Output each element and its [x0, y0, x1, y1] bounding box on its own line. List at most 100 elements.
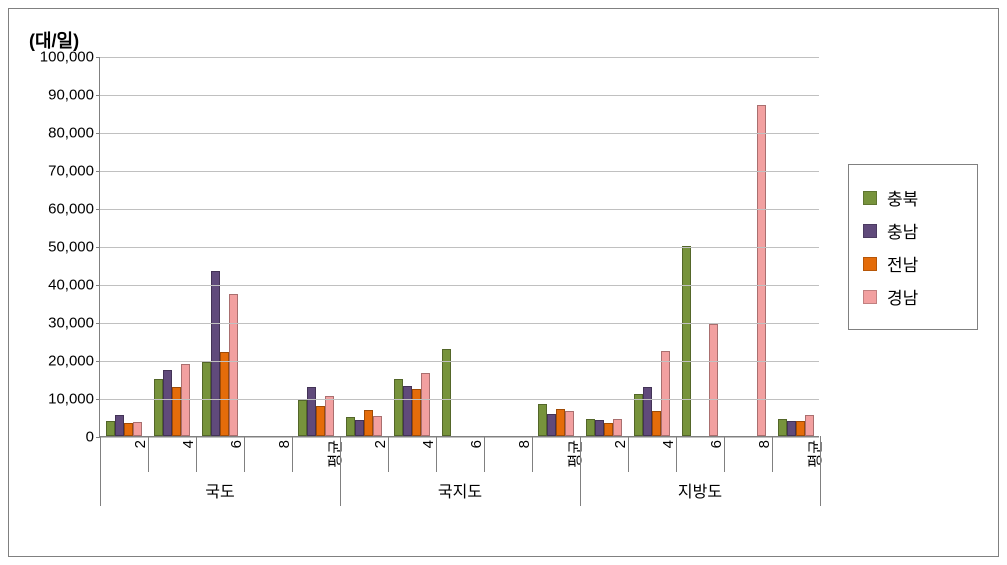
x-category-label: 4	[420, 440, 437, 448]
x-category-label: 8	[756, 440, 773, 448]
plot-area: 010,00020,00030,00040,00050,00060,00070,…	[99, 57, 819, 437]
bar	[154, 379, 163, 436]
bar	[556, 409, 565, 436]
y-tick-label: 90,000	[48, 87, 94, 104]
y-tick-label: 50,000	[48, 239, 94, 256]
bar	[634, 394, 643, 436]
bar	[346, 417, 355, 436]
gridline	[100, 437, 819, 438]
gridline	[100, 171, 819, 172]
bar	[421, 373, 430, 436]
bar	[787, 421, 796, 436]
bar	[652, 411, 661, 436]
x-category-label: 평균	[564, 440, 585, 468]
y-tick-label: 60,000	[48, 201, 94, 218]
y-tick-label: 30,000	[48, 315, 94, 332]
y-tick-label: 70,000	[48, 163, 94, 180]
x-group-label: 국지도	[438, 478, 482, 502]
x-category-label: 8	[516, 440, 533, 448]
x-group-label: 지방도	[678, 478, 722, 502]
legend-item: 충남	[863, 218, 963, 243]
gridline	[100, 399, 819, 400]
x-category-label: 2	[372, 440, 389, 448]
bar	[538, 404, 547, 436]
x-category-label: 2	[132, 440, 149, 448]
bar	[298, 400, 307, 436]
bar	[661, 351, 670, 437]
bar	[565, 411, 574, 436]
gridline	[100, 95, 819, 96]
legend-swatch	[863, 290, 877, 304]
legend-item: 전남	[863, 251, 963, 276]
x-category-label: 4	[180, 440, 197, 448]
bar	[133, 422, 142, 436]
bar	[373, 416, 382, 436]
bar	[115, 415, 124, 436]
bar	[595, 420, 604, 436]
legend-item: 경남	[863, 284, 963, 309]
y-tick-mark	[96, 285, 100, 286]
bar	[778, 419, 787, 436]
x-category-label: 6	[708, 440, 725, 448]
x-category-label: 평균	[324, 440, 345, 468]
legend-swatch	[863, 224, 877, 238]
y-tick-label: 80,000	[48, 125, 94, 142]
y-tick-mark	[96, 361, 100, 362]
legend-label: 전남	[887, 251, 918, 276]
legend-label: 충북	[887, 185, 918, 210]
x-category-label: 4	[660, 440, 677, 448]
bar	[229, 294, 238, 437]
bar	[643, 387, 652, 436]
bar	[307, 387, 316, 436]
bar	[709, 324, 718, 436]
bar	[172, 387, 181, 436]
legend-label: 경남	[887, 284, 918, 309]
group-divider	[580, 436, 581, 506]
legend-item: 충북	[863, 185, 963, 210]
gridline	[100, 323, 819, 324]
y-tick-mark	[96, 171, 100, 172]
bar	[547, 414, 556, 436]
bar	[124, 423, 133, 436]
bar	[106, 421, 115, 436]
bar	[805, 415, 814, 436]
bar	[604, 423, 613, 436]
y-tick-mark	[96, 57, 100, 58]
bar	[220, 352, 229, 436]
bar	[613, 419, 622, 436]
y-tick-mark	[96, 209, 100, 210]
gridline	[100, 133, 819, 134]
chart-container: (대/일) 010,00020,00030,00040,00050,00060,…	[8, 8, 999, 557]
y-tick-mark	[96, 247, 100, 248]
gridline	[100, 285, 819, 286]
bar	[163, 370, 172, 437]
legend-swatch	[863, 191, 877, 205]
y-tick-mark	[96, 95, 100, 96]
y-tick-label: 40,000	[48, 277, 94, 294]
x-category-label: 6	[468, 440, 485, 448]
y-tick-mark	[96, 323, 100, 324]
x-category-label: 6	[228, 440, 245, 448]
legend-label: 충남	[887, 218, 918, 243]
x-group-label: 국도	[205, 478, 234, 502]
y-tick-label: 100,000	[40, 49, 94, 66]
bar	[412, 389, 421, 437]
x-category-label: 8	[276, 440, 293, 448]
y-tick-mark	[96, 133, 100, 134]
group-divider	[340, 436, 341, 506]
x-category-label: 평균	[804, 440, 825, 468]
gridline	[100, 247, 819, 248]
bar	[682, 246, 691, 436]
y-tick-label: 20,000	[48, 353, 94, 370]
bar	[316, 406, 325, 436]
bar	[211, 271, 220, 436]
group-divider	[820, 436, 821, 506]
bar	[586, 419, 595, 436]
gridline	[100, 57, 819, 58]
bar	[757, 105, 766, 436]
bar	[325, 396, 334, 436]
bar	[355, 420, 364, 436]
bar	[403, 386, 412, 436]
bar	[796, 421, 805, 436]
x-tick-mark	[100, 436, 101, 440]
